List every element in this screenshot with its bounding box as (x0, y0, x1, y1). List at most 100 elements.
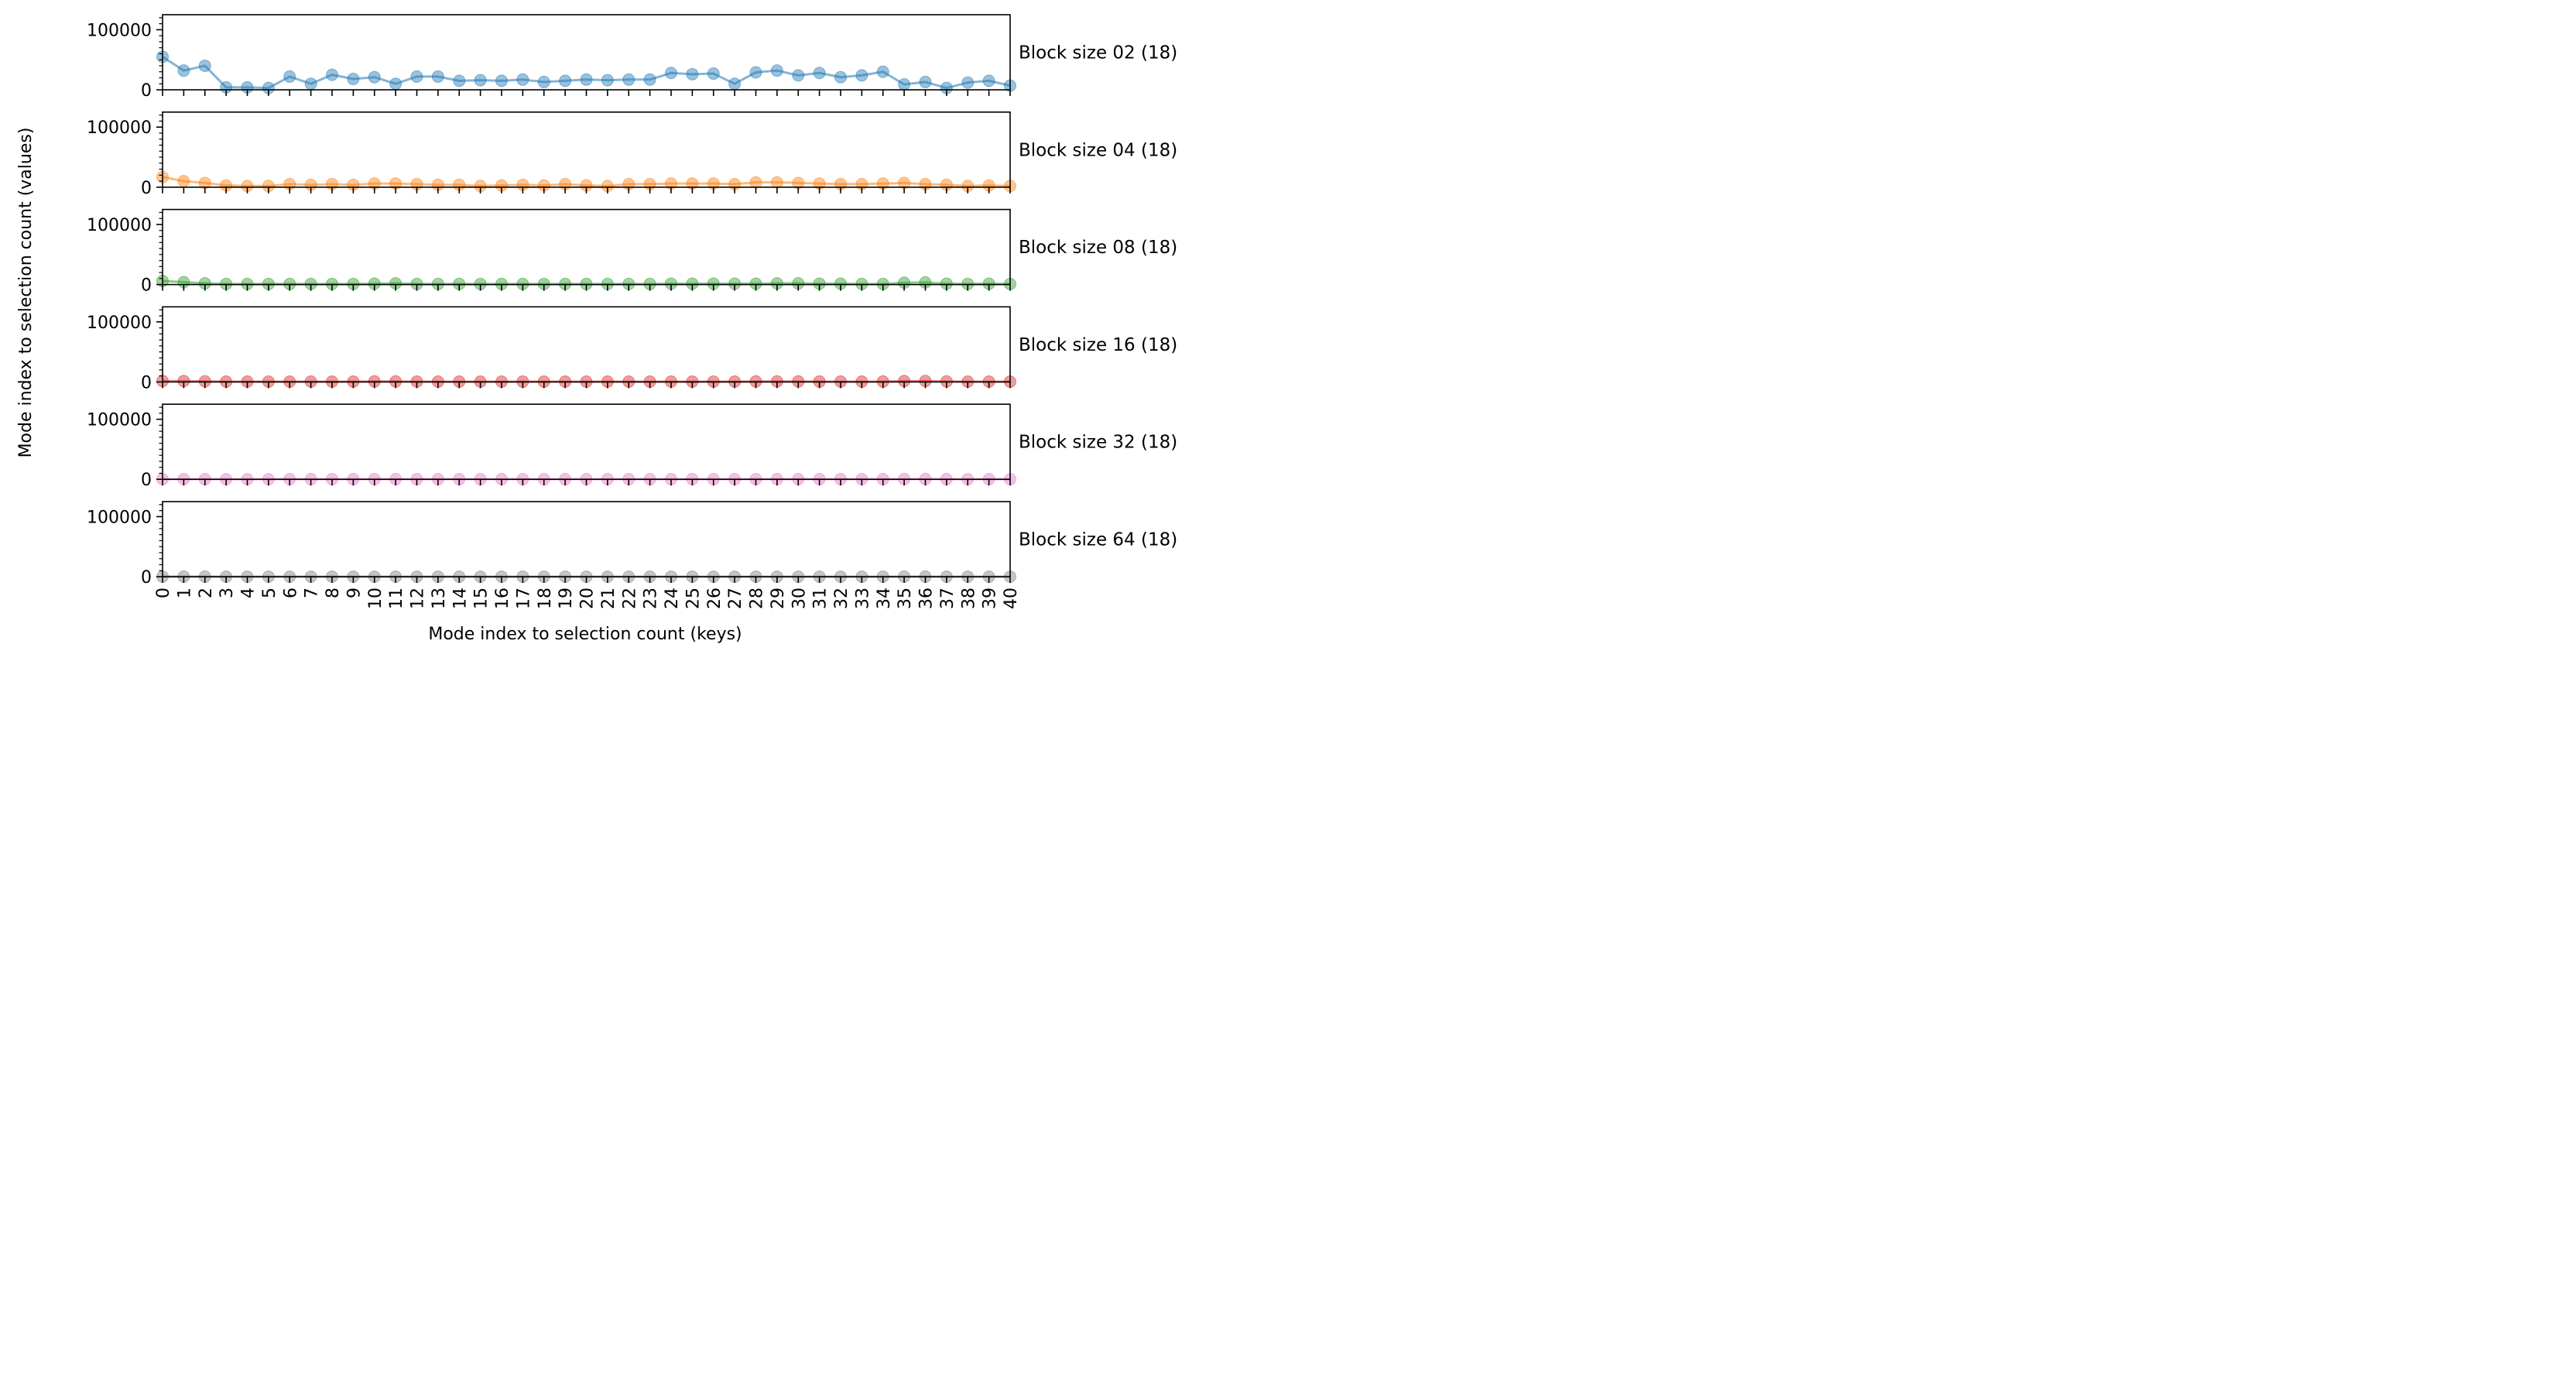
x-tick-label: 30 (790, 588, 809, 609)
y-tick-label: 0 (141, 373, 152, 392)
panel-5: 0 100000 Block size 32 (18) (87, 403, 1177, 490)
y-axis-label: Mode index to selection count (values) (16, 128, 36, 458)
y-tick-label: 100000 (87, 118, 152, 138)
data-point (665, 67, 677, 80)
panel-4: 0 100000 Block size 16 (18) (87, 306, 1177, 392)
y-tick-label: 100000 (87, 314, 152, 333)
x-tick-label: 2 (197, 588, 216, 598)
panel-frame (162, 403, 1011, 481)
data-point (198, 59, 211, 72)
x-tick-label: 9 (344, 588, 364, 598)
panel-label: Block size 04 (18) (1019, 140, 1177, 160)
data-point (622, 73, 635, 86)
data-point (770, 64, 783, 77)
data-point (559, 74, 572, 87)
x-tick-label: 23 (642, 588, 661, 609)
x-axis-label: Mode index to selection count (keys) (428, 625, 742, 644)
series-line (162, 176, 1011, 187)
data-point (770, 176, 783, 189)
panel-label: Block size 08 (18) (1019, 238, 1177, 258)
data-point (580, 73, 593, 86)
x-tick-label: 6 (281, 588, 300, 598)
x-tick-label: 3 (218, 588, 237, 598)
panel-label: Block size 64 (18) (1019, 530, 1177, 550)
panel-6: 0 100000 Block size 64 (18) (87, 501, 1177, 588)
panel-frame (162, 111, 1011, 188)
x-tick-label: 8 (324, 588, 343, 598)
data-point (326, 68, 338, 81)
panel-2: 0 100000 Block size 04 (18) (87, 111, 1177, 198)
y-tick-label: 0 (141, 471, 152, 490)
data-point (919, 75, 932, 88)
panel-frame (162, 208, 1011, 286)
x-tick-label: 38 (959, 588, 978, 609)
data-point (368, 70, 381, 84)
y-tick-label: 0 (141, 276, 152, 296)
x-tick-label: 35 (896, 588, 915, 609)
data-point (389, 77, 402, 91)
x-tick-label: 26 (705, 588, 724, 609)
x-tick-label: 29 (769, 588, 788, 609)
panel-frame (162, 306, 1011, 383)
x-tick-label: 25 (683, 588, 703, 609)
data-point (474, 74, 487, 87)
x-tick-label: 28 (748, 588, 767, 609)
data-point (876, 65, 889, 78)
data-point (431, 70, 444, 83)
panel-label: Block size 32 (18) (1019, 433, 1177, 453)
x-tick-label: 1 (175, 588, 194, 598)
data-point (516, 73, 529, 86)
panel-label: Block size 02 (18) (1019, 43, 1177, 63)
x-tick-label: 7 (303, 588, 322, 598)
x-tick-label: 34 (875, 588, 894, 609)
x-tick-label: 37 (938, 588, 957, 609)
x-tick-label: 18 (536, 588, 555, 609)
x-tick-label: 0 (154, 588, 173, 598)
data-point (347, 73, 360, 86)
x-tick-label: 14 (450, 588, 470, 609)
data-point (601, 74, 614, 87)
x-tick-label: 13 (430, 588, 449, 609)
data-point (495, 74, 508, 87)
x-tick-label: 39 (981, 588, 1000, 609)
x-tick-label: 40 (1002, 588, 1021, 609)
x-tick-label: 4 (239, 588, 259, 598)
panel-label: Block size 16 (18) (1019, 335, 1177, 355)
y-tick-label: 100000 (87, 216, 152, 235)
chart-panels: 0 100000 Block size 02 (18) 0 100000 Block si… (87, 14, 1177, 588)
panel-1: 0 100000 Block size 02 (18) (87, 14, 1177, 101)
data-point (453, 74, 466, 87)
x-tick-label: 16 (493, 588, 512, 609)
y-tick-label: 100000 (87, 411, 152, 430)
panel-frame (162, 501, 1011, 577)
x-tick-label: 12 (409, 588, 428, 609)
x-tick-label: 15 (472, 588, 492, 609)
x-tick-label: 10 (366, 588, 385, 609)
x-tick-label: 11 (387, 588, 406, 609)
data-point (855, 69, 868, 82)
y-tick-label: 100000 (87, 21, 152, 40)
x-tick-label: 5 (260, 588, 279, 598)
data-point (304, 77, 317, 91)
y-tick-label: 0 (141, 81, 152, 101)
data-point (643, 73, 656, 86)
data-point (749, 66, 762, 79)
y-tick-label: 0 (141, 568, 152, 588)
x-tick-label: 33 (853, 588, 872, 609)
x-tick-label: 21 (599, 588, 618, 609)
x-tick-label: 31 (811, 588, 831, 609)
data-point (537, 75, 550, 88)
data-point (961, 76, 975, 89)
data-point (728, 77, 742, 91)
x-tick-label: 24 (663, 588, 682, 609)
data-point (834, 70, 847, 84)
y-tick-label: 100000 (87, 508, 152, 527)
data-point (686, 67, 699, 81)
x-tick-label: 32 (832, 588, 851, 609)
data-point (792, 69, 805, 82)
data-point (982, 74, 995, 87)
data-point (707, 67, 720, 81)
x-tick-label: 36 (917, 588, 937, 609)
x-tick-label: 22 (620, 588, 639, 609)
